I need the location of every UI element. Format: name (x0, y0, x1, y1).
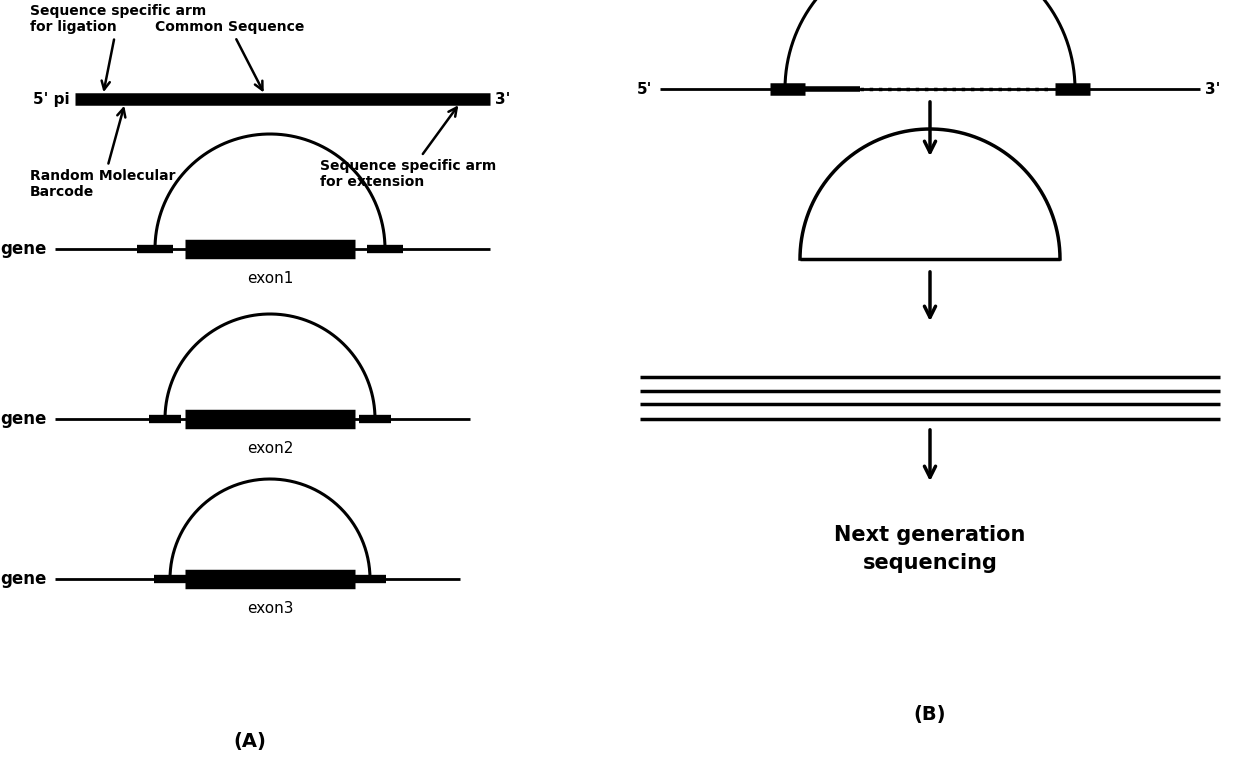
Text: exon1: exon1 (247, 271, 293, 286)
Text: 5': 5' (636, 82, 652, 97)
Text: Next generation
sequencing: Next generation sequencing (835, 525, 1025, 573)
Text: gene: gene (1, 570, 47, 588)
Text: (B): (B) (914, 705, 946, 724)
Text: gene: gene (1, 410, 47, 428)
Text: 3': 3' (1205, 82, 1220, 97)
Text: Random Molecular
Barcode: Random Molecular Barcode (30, 108, 176, 199)
Text: 3': 3' (495, 91, 511, 107)
Text: (A): (A) (233, 732, 267, 751)
Text: exon2: exon2 (247, 441, 293, 456)
Text: Common Sequence: Common Sequence (155, 20, 305, 90)
Text: gene: gene (1, 240, 47, 258)
Text: 5' pi: 5' pi (33, 91, 69, 107)
Text: Sequence specific arm
for extension: Sequence specific arm for extension (320, 108, 496, 189)
Text: Sequence specific arm
for ligation: Sequence specific arm for ligation (30, 4, 206, 90)
Text: exon3: exon3 (247, 601, 293, 616)
